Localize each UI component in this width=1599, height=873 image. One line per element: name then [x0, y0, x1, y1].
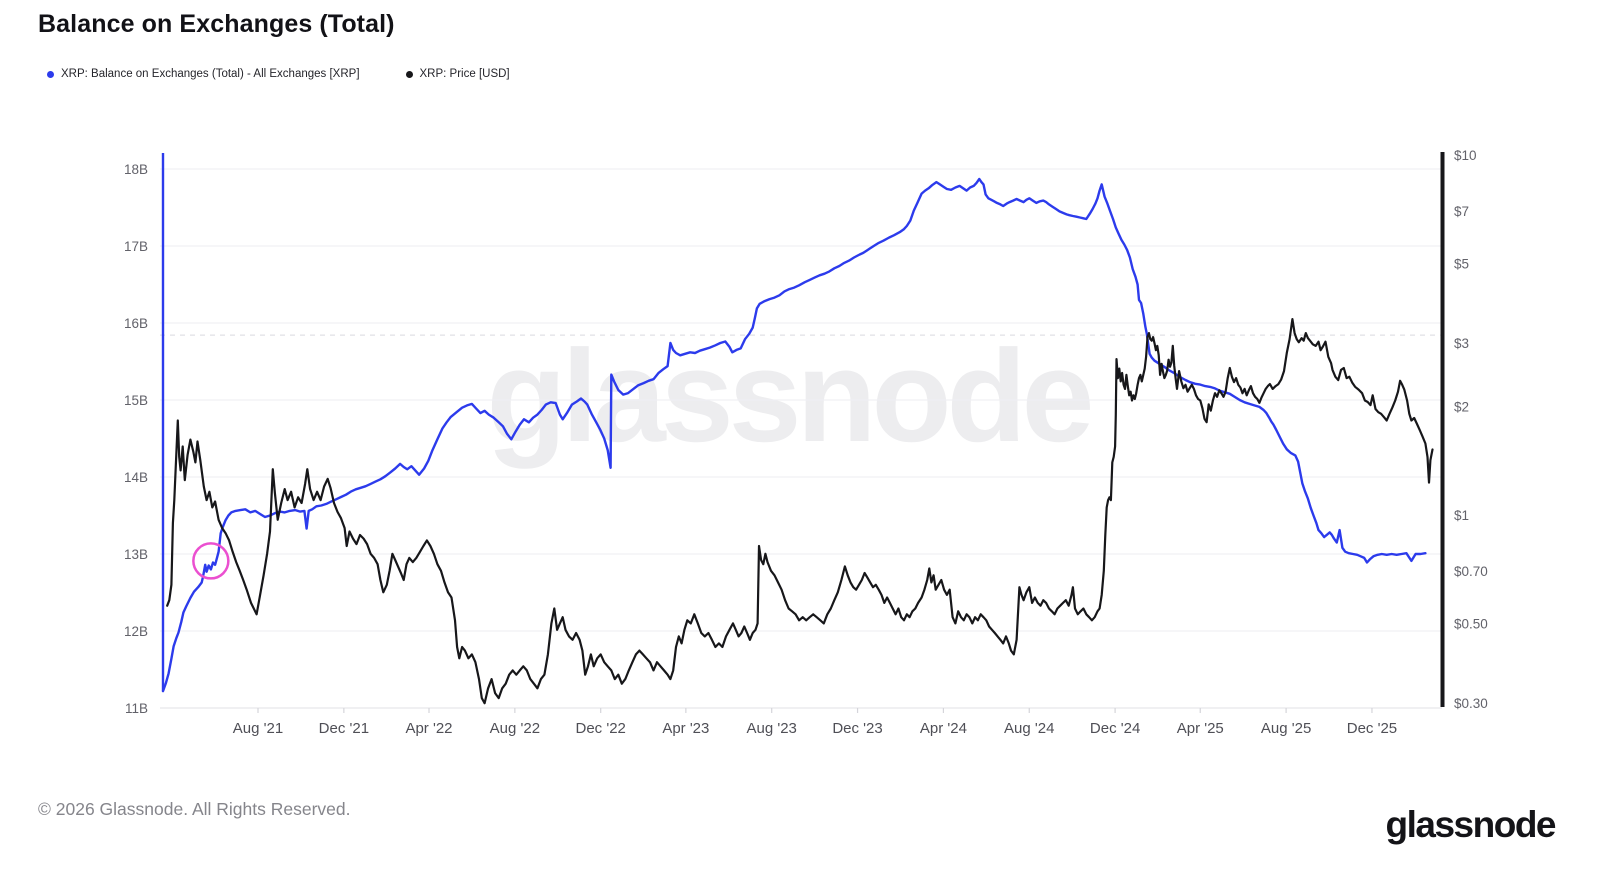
x-axis-tick-label: Apr '22 [405, 720, 452, 737]
x-axis-tick-label: Dec '25 [1347, 720, 1397, 737]
balance-line-series [161, 177, 1427, 693]
x-axis-tick-label: Apr '23 [662, 720, 709, 737]
left-axis-tick-label: 12B [124, 624, 148, 639]
right-axis-tick-label: $0.70 [1454, 564, 1488, 579]
left-axis-tick-label: 11B [125, 701, 148, 716]
legend-label-balance: XRP: Balance on Exchanges (Total) - All … [61, 68, 360, 80]
right-axis-tick-label: $0.30 [1454, 696, 1488, 711]
left-axis-tick-label: 13B [124, 547, 148, 562]
right-axis-tick-label: $1 [1454, 508, 1469, 523]
left-axis-tick-label: 18B [124, 162, 148, 177]
left-axis-tick-label: 14B [124, 470, 148, 485]
legend-item-balance[interactable]: XRP: Balance on Exchanges (Total) - All … [47, 68, 360, 80]
balance-series-dot-icon [47, 70, 54, 78]
right-axis-tick-label: $2 [1454, 400, 1469, 415]
left-axis-tick-label: 16B [124, 316, 148, 331]
glassnode-watermark: glassnode [486, 322, 1095, 469]
chart-legend: XRP: Balance on Exchanges (Total) - All … [47, 68, 510, 80]
x-axis-tick-label: Aug '25 [1261, 720, 1311, 737]
right-axis-tick-label: $3 [1454, 336, 1469, 351]
price-series-dot-icon [405, 70, 413, 78]
x-axis-tick-label: Apr '24 [920, 720, 967, 737]
right-axis-tick-label: $7 [1454, 204, 1469, 219]
page-title: Balance on Exchanges (Total) [38, 10, 395, 38]
x-axis-tick-label: Dec '24 [1090, 720, 1140, 737]
left-axis-tick-label: 17B [124, 239, 148, 254]
x-axis-tick-label: Dec '21 [319, 720, 369, 737]
legend-item-price[interactable]: XRP: Price [USD] [405, 68, 510, 80]
legend-label-price: XRP: Price [USD] [419, 68, 510, 80]
annotation-circle [192, 542, 230, 580]
right-axis-tick-label: $5 [1454, 256, 1469, 271]
x-axis-tick-label: Apr '25 [1177, 720, 1224, 737]
right-axis-tick-label: $0.50 [1454, 616, 1488, 631]
glassnode-logo: glassnode [1385, 804, 1557, 845]
x-axis-tick-label: Dec '23 [832, 720, 882, 737]
x-axis-tick-label: Dec '22 [576, 720, 626, 737]
left-axis-tick-label: 15B [124, 393, 148, 408]
footer-copyright: © 2026 Glassnode. All Rights Reserved. [38, 799, 351, 819]
x-axis-tick-label: Aug '24 [1004, 720, 1054, 737]
x-axis-tick-label: Aug '23 [746, 720, 796, 737]
right-axis-bar [1440, 152, 1445, 707]
x-axis-tick-label: Aug '21 [233, 720, 283, 737]
right-axis-tick-label: $10 [1454, 148, 1477, 163]
price-line-series [166, 318, 1434, 705]
x-axis-tick-label: Aug '22 [490, 720, 540, 737]
